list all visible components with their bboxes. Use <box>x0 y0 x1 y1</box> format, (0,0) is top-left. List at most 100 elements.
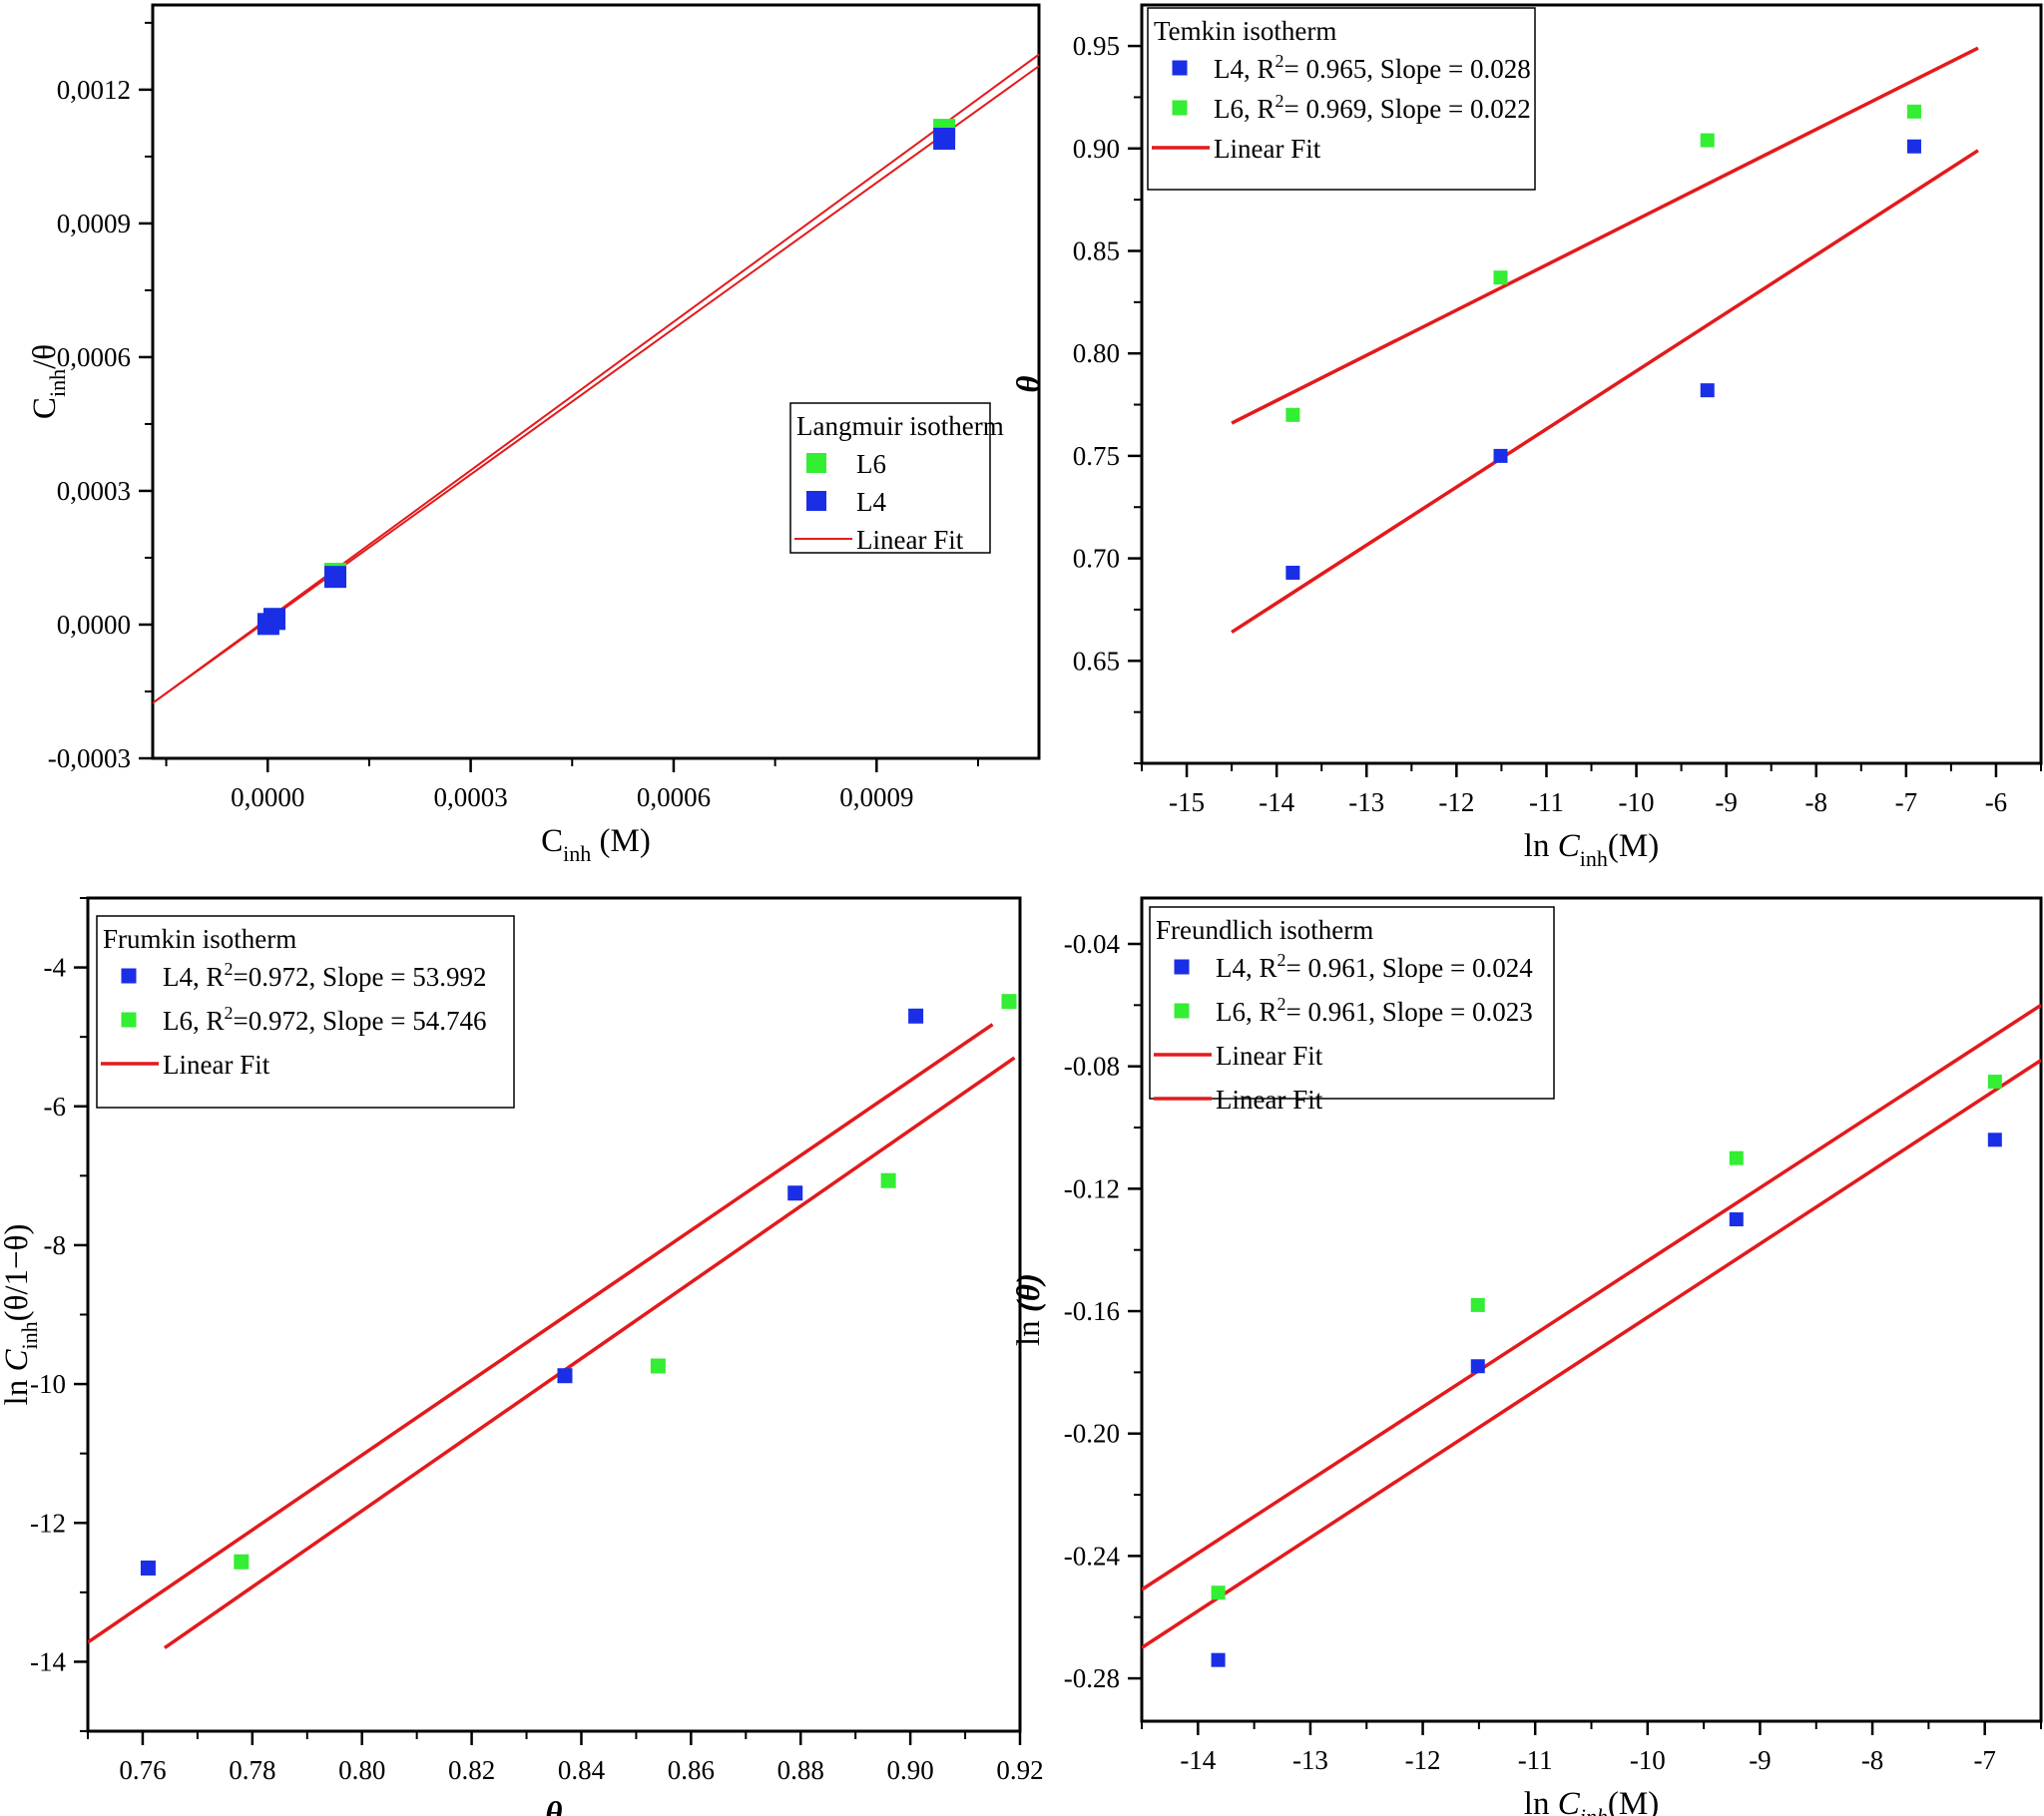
temkin-legend-marker <box>1172 60 1188 76</box>
temkin-y-tick-label: 0.65 <box>1073 646 1120 676</box>
freundlich-x-axis-label: ln Cinh(M) <box>1524 1786 1659 1816</box>
freundlich-x-tick-label: -13 <box>1292 1745 1328 1775</box>
temkin-x-tick-label: -12 <box>1438 787 1474 817</box>
freundlich-x-tick-label: -9 <box>1749 1745 1772 1775</box>
langmuir-l4-point <box>324 566 347 589</box>
freundlich-y-tick-label: -0.20 <box>1064 1419 1120 1449</box>
langmuir-panel: 0,0000 0,0003 0,0006 0,0009 -0,0003 0,0000 0,0… <box>27 3 1041 866</box>
freundlich-x-tick-label: -11 <box>1518 1745 1553 1775</box>
frumkin-l4-point <box>787 1185 803 1201</box>
frumkin-l6-point <box>234 1554 250 1570</box>
freundlich-x-tick-label: -10 <box>1630 1745 1666 1775</box>
frumkin-x-tick-label: 0.88 <box>777 1755 824 1785</box>
temkin-legend-title: Temkin isotherm <box>1154 16 1336 46</box>
freundlich-legend-entry: Linear Fit <box>1216 1041 1323 1071</box>
freundlich-x-tick-label: -14 <box>1180 1745 1216 1775</box>
temkin-panel: -15 -14 -13 -12 -11 -10 -9 -8 -7 -6 0.65 0.70 0.75 0.… <box>1011 3 2043 871</box>
temkin-y-tick-label: 0.85 <box>1073 235 1120 265</box>
langmuir-y-tick-label: 0,0012 <box>57 75 131 105</box>
frumkin-x-tick-label: 0.82 <box>448 1755 495 1785</box>
frumkin-legend-entry: Linear Fit <box>163 1050 270 1080</box>
frumkin-x-tick-label: 0.90 <box>886 1755 933 1785</box>
langmuir-y-tick-label: 0,0000 <box>57 610 131 640</box>
frumkin-x-tick-label: 0.84 <box>558 1755 606 1785</box>
freundlich-y-tick-label: -0.28 <box>1064 1663 1120 1693</box>
frumkin-legend: Frumkin isotherm L4, R2=0.972, Slope = 53… <box>96 915 515 1109</box>
temkin-l4-point <box>1906 139 1921 154</box>
langmuir-y-tick-label: 0,0003 <box>57 476 131 506</box>
temkin-l4-point <box>1700 383 1715 398</box>
freundlich-x-tick-label: -7 <box>1973 1745 1996 1775</box>
temkin-x-tick-label: -14 <box>1259 787 1294 817</box>
frumkin-legend-entry: L6, R2=0.972, Slope = 54.746 <box>163 1003 486 1036</box>
langmuir-legend: Langmuir isotherm L6 L4 Linear Fit <box>789 402 1004 555</box>
temkin-y-axis-label: θ <box>1011 375 1047 392</box>
temkin-legend-entry: L4, R2= 0.965, Slope = 0.028 <box>1214 51 1531 84</box>
temkin-x-tick-label: -8 <box>1805 787 1828 817</box>
freundlich-legend-marker <box>1174 959 1190 975</box>
temkin-y-tick-label: 0.75 <box>1073 441 1120 471</box>
langmuir-x-tick-label: 0,0006 <box>637 782 711 812</box>
freundlich-fit-line <box>1142 1003 2041 1591</box>
langmuir-l4-point <box>933 128 956 151</box>
freundlich-legend-marker <box>1174 1003 1190 1019</box>
freundlich-fit-line <box>1142 1059 2041 1649</box>
temkin-fit-line <box>1231 46 1979 425</box>
frumkin-fit-line <box>163 1056 1016 1649</box>
freundlich-y-tick-label: -0.08 <box>1064 1052 1120 1082</box>
frumkin-x-axis-label: θ <box>545 1796 562 1816</box>
frumkin-x-tick-label: 0.78 <box>229 1755 275 1785</box>
frumkin-x-tick-label: 0.76 <box>119 1755 166 1785</box>
langmuir-legend-marker <box>806 491 826 511</box>
temkin-l6-point <box>1493 270 1508 285</box>
freundlich-x-tick-label: -8 <box>1861 1745 1884 1775</box>
temkin-legend-entry: Linear Fit <box>1214 134 1321 164</box>
temkin-y-tick-label: 0.70 <box>1073 544 1120 574</box>
langmuir-y-tick-label: 0,0009 <box>57 209 131 238</box>
freundlich-l6-point <box>1729 1150 1744 1165</box>
frumkin-legend-marker <box>121 1012 137 1028</box>
temkin-x-tick-label: -7 <box>1895 787 1918 817</box>
frumkin-l6-point <box>880 1172 896 1188</box>
temkin-x-tick-label: -10 <box>1619 787 1655 817</box>
langmuir-l4-point <box>263 608 286 631</box>
langmuir-fit-line <box>153 53 1039 704</box>
freundlich-legend-entry: Linear Fit <box>1216 1085 1323 1115</box>
frumkin-l4-point <box>908 1008 924 1024</box>
langmuir-y-tick-label: -0,0003 <box>48 743 131 773</box>
frumkin-y-tick-label: -14 <box>30 1646 66 1676</box>
freundlich-l4-point <box>1987 1133 2002 1147</box>
freundlich-y-tick-label: -0.24 <box>1064 1541 1121 1571</box>
frumkin-panel: 0.76 0.78 0.80 0.82 0.84 0.86 0.88 0.90 0.92 -14 -… <box>0 896 1044 1816</box>
temkin-plot-area <box>1231 46 1979 635</box>
frumkin-plot-area <box>88 994 1017 1649</box>
frumkin-legend-title: Frumkin isotherm <box>103 924 296 954</box>
freundlich-l4-point <box>1211 1652 1226 1667</box>
frumkin-x-tick-label: 0.92 <box>996 1755 1043 1785</box>
temkin-l4-point <box>1493 448 1508 463</box>
freundlich-l6-point <box>1987 1075 2002 1090</box>
temkin-x-tick-label: -11 <box>1529 787 1564 817</box>
langmuir-x-tick-label: 0,0009 <box>839 782 913 812</box>
frumkin-x-tick-label: 0.86 <box>668 1755 715 1785</box>
temkin-x-tick-label: -13 <box>1348 787 1384 817</box>
frumkin-legend-box <box>96 915 515 1109</box>
temkin-legend-box <box>1147 7 1536 191</box>
freundlich-legend: Freundlich isotherm L4, R2= 0.961, Slope … <box>1149 906 1555 1115</box>
frumkin-y-tick-label: -8 <box>44 1230 67 1260</box>
temkin-l6-point <box>1700 133 1715 148</box>
frumkin-l6-point <box>650 1358 666 1374</box>
temkin-l6-point <box>1285 407 1300 422</box>
freundlich-y-tick-label: -0.04 <box>1064 929 1121 959</box>
frumkin-y-tick-label: -4 <box>44 953 67 983</box>
frumkin-l4-point <box>557 1368 573 1384</box>
frumkin-y-tick-label: -6 <box>44 1092 67 1122</box>
temkin-legend-entry: L6, R2= 0.969, Slope = 0.022 <box>1214 91 1531 124</box>
freundlich-y-axis-label: ln (θ) <box>1011 1273 1047 1346</box>
temkin-y-tick-label: 0.90 <box>1073 134 1120 164</box>
langmuir-fit-line <box>153 65 1039 704</box>
langmuir-legend-marker <box>806 453 826 473</box>
frumkin-legend-entry: L4, R2=0.972, Slope = 53.992 <box>163 959 486 992</box>
langmuir-x-tick-label: 0,0003 <box>433 782 507 812</box>
temkin-y-tick-label: 0.95 <box>1073 31 1120 61</box>
